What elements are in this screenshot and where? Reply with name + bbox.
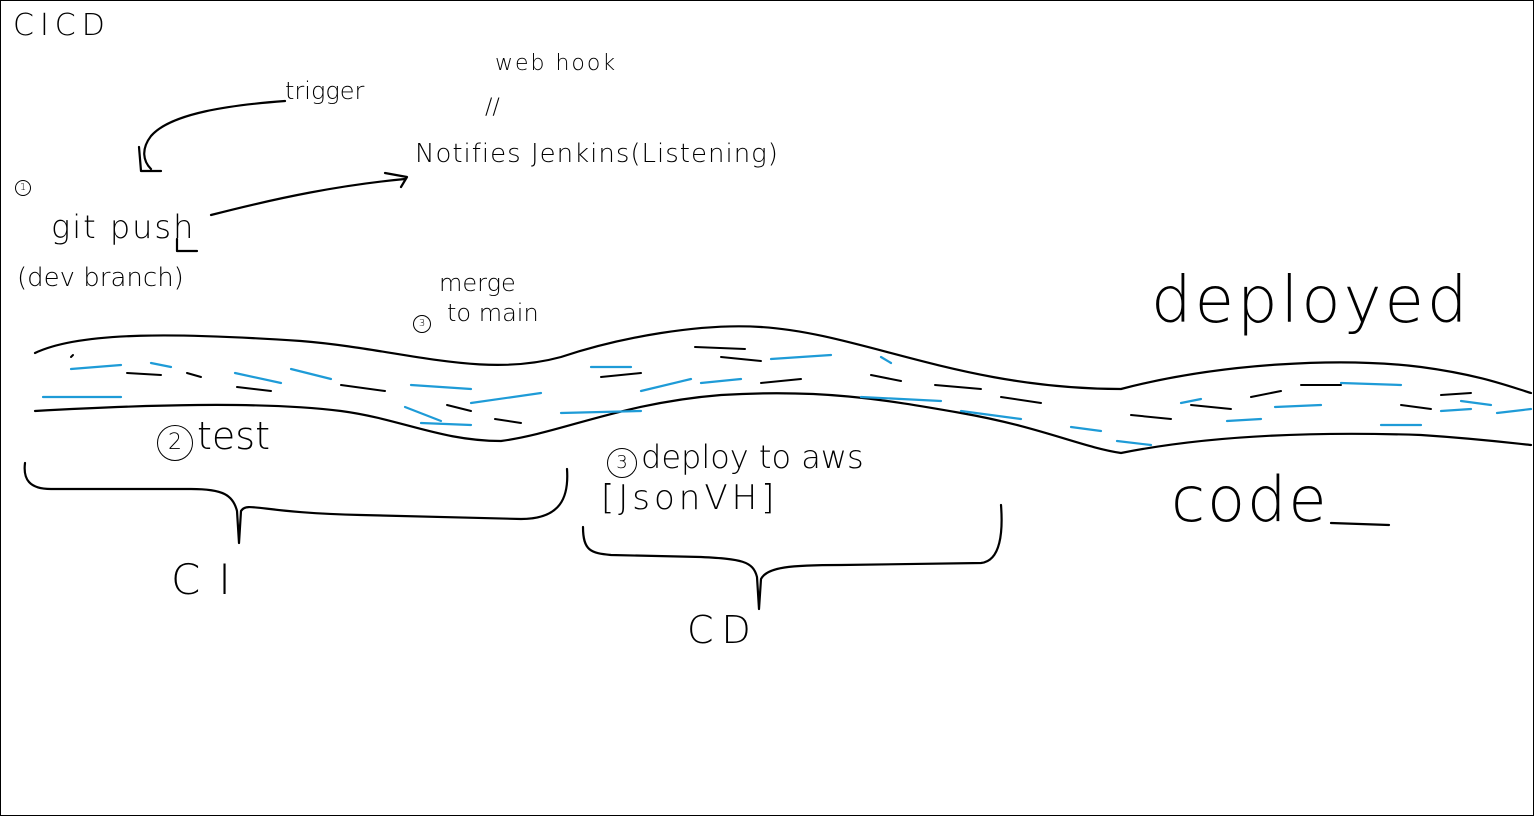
step-merge-number: 3 bbox=[413, 315, 431, 333]
notify-arrow bbox=[209, 171, 409, 217]
cd-label: CD bbox=[687, 608, 759, 652]
merge-label-line2: to main bbox=[447, 299, 539, 327]
test-step: 2 test bbox=[157, 417, 270, 461]
notifies-jenkins-label: Notifies Jenkins(Listening) bbox=[415, 139, 779, 169]
deploy-step: 3 deploy to aws bbox=[607, 441, 864, 478]
deploy-label: deploy to aws bbox=[641, 438, 864, 476]
git-push-hook bbox=[175, 237, 199, 253]
ci-label: CI bbox=[171, 555, 249, 604]
test-label: test bbox=[197, 414, 270, 458]
webhook-mark: // bbox=[485, 95, 500, 120]
dev-branch-label: (dev branch) bbox=[17, 263, 184, 293]
trigger-arrow bbox=[137, 99, 287, 173]
deployed-label: deployed bbox=[1151, 264, 1471, 338]
river-bottom-bank bbox=[33, 392, 1533, 455]
step-1-number: 1 bbox=[15, 180, 31, 196]
code-label: code bbox=[1171, 463, 1329, 536]
river-water bbox=[41, 353, 1533, 447]
git-push-label: git push bbox=[51, 208, 196, 246]
step-1-marker: 1 bbox=[15, 177, 35, 196]
cd-brace bbox=[581, 503, 1003, 611]
step-3-number: 3 bbox=[607, 448, 637, 478]
deploy-target-label: [JsonVH] bbox=[601, 478, 779, 518]
ci-brace bbox=[23, 461, 569, 545]
step-merge-marker: 3 bbox=[413, 313, 435, 333]
diagram-title: CICD bbox=[13, 8, 111, 43]
trigger-label: trigger bbox=[285, 77, 365, 105]
code-underline bbox=[1329, 521, 1391, 527]
webhook-label: web hook bbox=[495, 51, 618, 76]
step-2-number: 2 bbox=[157, 425, 193, 461]
river-top-bank bbox=[33, 325, 1533, 395]
merge-label-line1: merge bbox=[439, 269, 516, 297]
